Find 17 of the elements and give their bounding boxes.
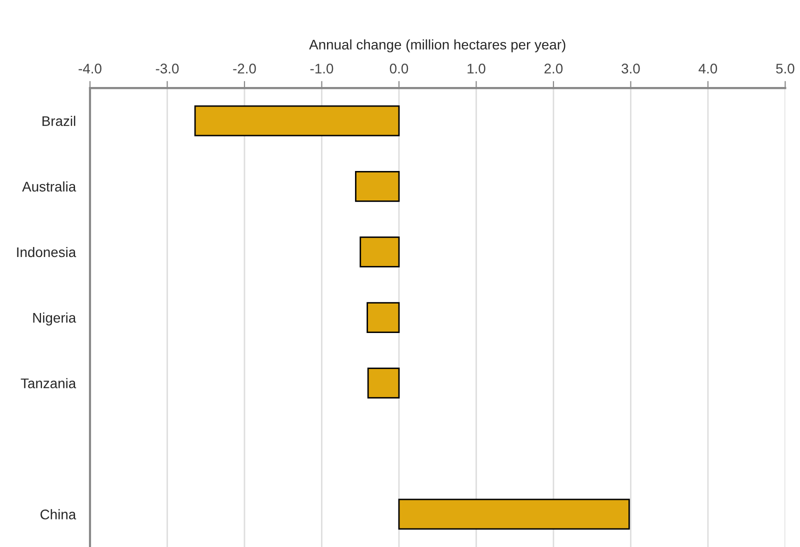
y-tick-label: China — [40, 509, 76, 520]
x-tick-label: -2.0 — [233, 64, 256, 74]
x-tick-label: 5.0 — [776, 64, 794, 74]
y-tick-label: Nigeria — [33, 312, 76, 326]
y-tick-label: Indonesia — [17, 246, 76, 258]
y-tick-label: Tanzania — [20, 378, 76, 388]
x-tick-label: 2.0 — [544, 64, 563, 74]
y-tick-label: Australia — [22, 181, 76, 192]
x-tick-label: 3.0 — [622, 64, 640, 74]
x-tick-label: -3.0 — [156, 64, 179, 74]
y-tick-label: Brazil — [42, 116, 76, 126]
x-tick-label: 0.0 — [390, 64, 408, 74]
x-tick-label: 1.0 — [468, 64, 486, 74]
x-axis-title: Annual change (million hectares per year) — [309, 39, 566, 52]
x-tick-label: -4.0 — [78, 64, 102, 74]
x-tick-label: -1.0 — [310, 64, 334, 74]
x-tick-label: 4.0 — [698, 64, 718, 74]
